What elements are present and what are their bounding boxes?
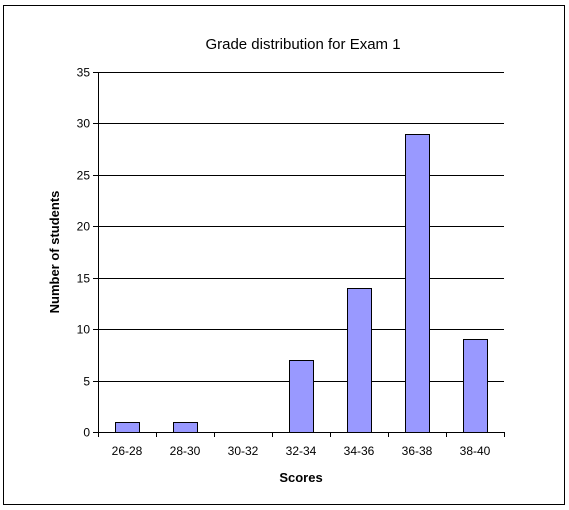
x-tick-label: 30-32	[228, 444, 259, 458]
y-tick-label: 20	[77, 220, 91, 234]
y-tick-label: 0	[83, 426, 90, 440]
y-tick-label: 15	[77, 272, 91, 286]
bars	[115, 134, 488, 433]
gridlines	[98, 72, 504, 382]
y-axis-label: Number of students	[47, 191, 62, 314]
y-tick-label: 30	[77, 117, 91, 131]
axes	[93, 72, 505, 437]
bar	[173, 422, 198, 433]
chart-title: Grade distribution for Exam 1	[205, 36, 400, 53]
bar	[115, 422, 140, 433]
x-tick-label: 38-40	[460, 444, 491, 458]
bar	[289, 360, 314, 433]
bar	[347, 288, 372, 433]
y-tick-label: 35	[77, 66, 91, 80]
bar	[463, 339, 488, 433]
x-tick-labels: 26-28 28-30 30-32 32-34 34-36 36-38 38-40	[112, 444, 491, 458]
x-tick-label: 34-36	[344, 444, 375, 458]
y-tick-label: 5	[83, 375, 90, 389]
x-tick-label: 26-28	[112, 444, 143, 458]
bar	[405, 134, 430, 433]
x-axis-label: Scores	[279, 470, 322, 485]
y-tick-label: 10	[77, 323, 91, 337]
x-tick-label: 36-38	[402, 444, 433, 458]
x-tick-label: 28-30	[170, 444, 201, 458]
x-tick-label: 32-34	[286, 444, 317, 458]
y-tick-labels: 0 5 10 15 20 25 30 35	[77, 66, 91, 440]
y-tick-label: 25	[77, 169, 91, 183]
